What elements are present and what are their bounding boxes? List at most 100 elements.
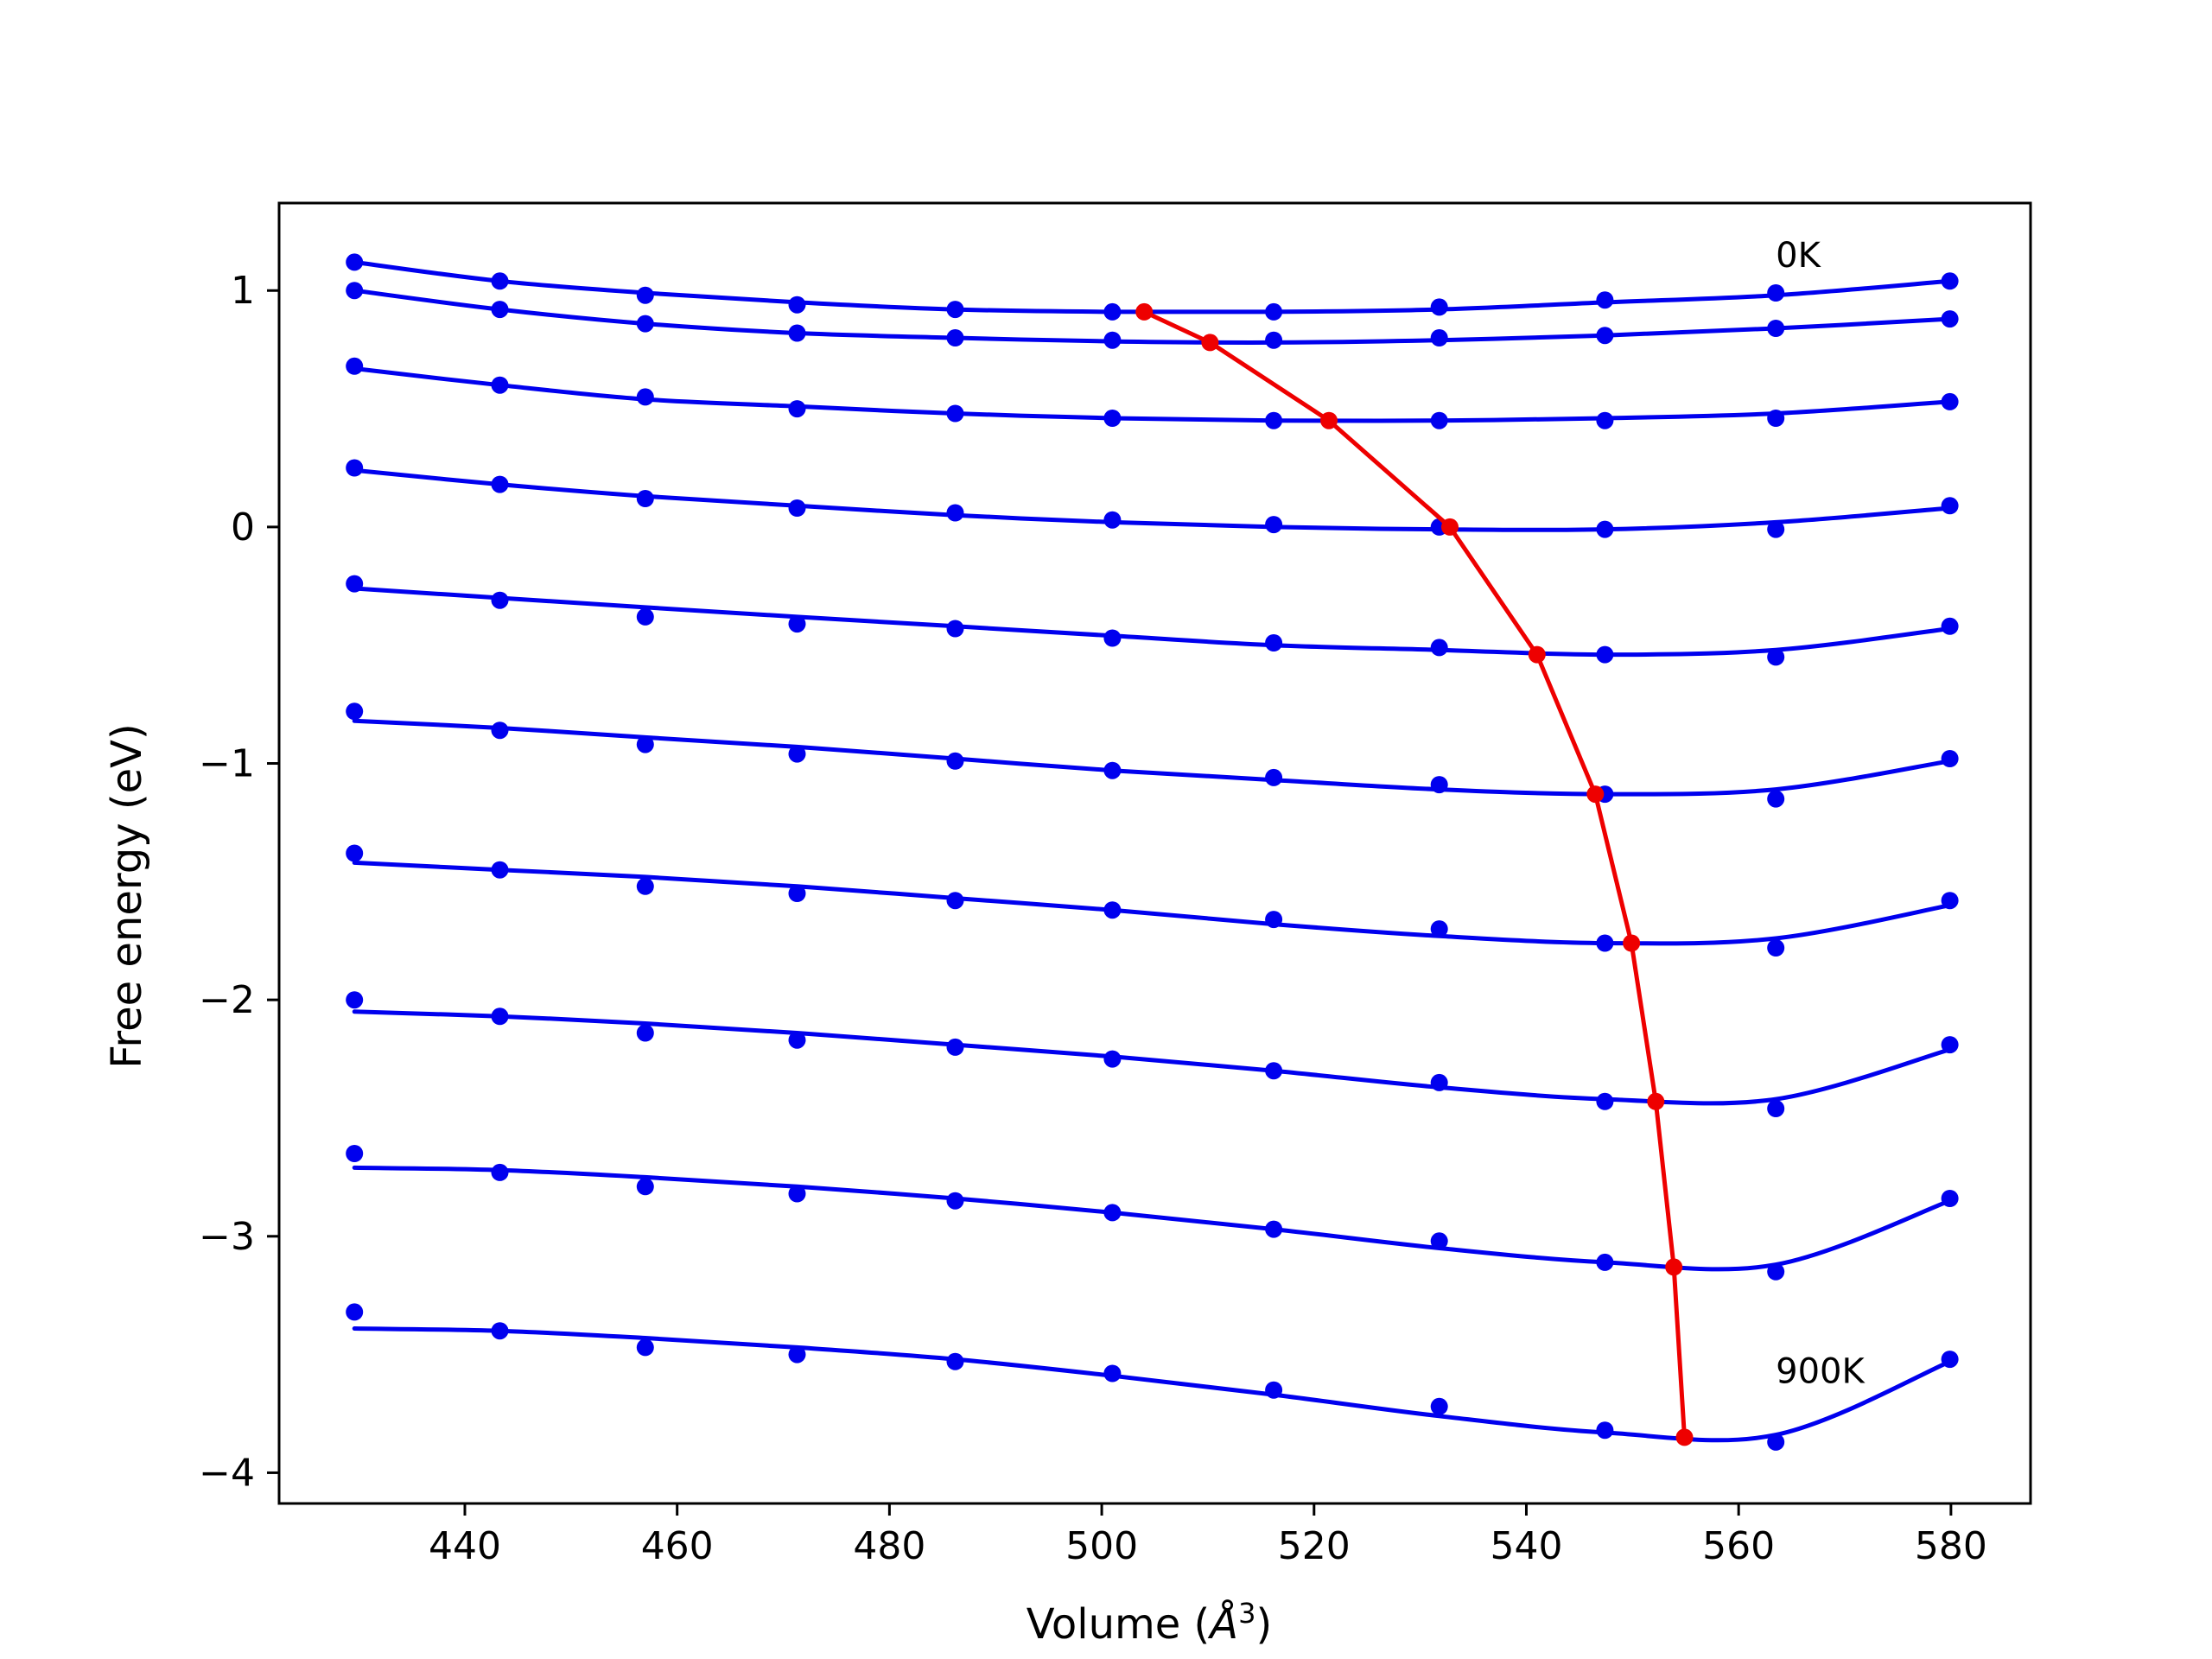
curve-annotations: 0K 900K: [1776, 236, 1866, 1392]
x-tick-label-560: 560: [1702, 1524, 1775, 1568]
data-point-3-9: [1767, 520, 1785, 538]
data-point-1-2: [636, 315, 654, 333]
data-point-0-1: [491, 272, 509, 290]
data-point-5-0: [346, 702, 364, 721]
data-point-2-4: [946, 404, 964, 423]
fit-curve-4: [352, 586, 1953, 658]
data-point-3-5: [1103, 511, 1122, 529]
minimum-point-1: [1201, 334, 1219, 352]
data-point-2-8: [1596, 411, 1614, 429]
data-point-3-10: [1941, 497, 1959, 515]
minimum-point-3: [1441, 518, 1459, 536]
data-point-8-2: [636, 1178, 654, 1196]
data-point-1-0: [346, 282, 364, 300]
data-point-8-3: [788, 1185, 806, 1203]
data-point-6-7: [1430, 920, 1448, 938]
data-point-6-6: [1265, 911, 1283, 929]
data-point-5-1: [491, 721, 509, 740]
data-point-4-7: [1430, 639, 1448, 657]
x-axis-title: Volume (Å3): [1027, 1597, 1272, 1649]
data-point-9-7: [1430, 1397, 1448, 1415]
data-point-2-7: [1430, 411, 1448, 429]
data-point-3-0: [346, 459, 364, 477]
data-point-8-8: [1596, 1253, 1614, 1271]
data-point-1-10: [1941, 310, 1959, 328]
data-point-3-1: [491, 475, 509, 493]
data-point-3-6: [1265, 516, 1283, 534]
data-point-9-3: [788, 1345, 806, 1363]
data-point-7-7: [1430, 1073, 1448, 1091]
data-point-2-0: [346, 357, 364, 375]
data-point-7-5: [1103, 1050, 1122, 1068]
data-point-7-6: [1265, 1062, 1283, 1080]
x-tick-label-520: 520: [1278, 1524, 1351, 1568]
data-point-0-4: [946, 301, 964, 319]
data-point-4-4: [946, 620, 964, 638]
data-point-8-10: [1941, 1190, 1959, 1207]
data-point-1-7: [1430, 329, 1448, 346]
data-point-4-1: [491, 591, 509, 609]
data-point-2-2: [636, 388, 654, 406]
data-point-1-3: [788, 324, 806, 342]
data-point-3-4: [946, 504, 964, 522]
data-point-0-2: [636, 286, 654, 304]
data-point-8-6: [1265, 1220, 1283, 1238]
data-point-5-6: [1265, 768, 1283, 786]
data-point-8-1: [491, 1163, 509, 1181]
y-tick-label-1: 0: [231, 505, 255, 550]
data-point-2-3: [788, 400, 806, 418]
data-point-7-8: [1596, 1092, 1614, 1110]
data-point-0-8: [1596, 291, 1614, 309]
data-point-6-1: [491, 861, 509, 879]
data-point-4-9: [1767, 648, 1785, 666]
data-point-4-8: [1596, 645, 1614, 664]
minimum-point-7: [1647, 1092, 1665, 1110]
minimum-point-2: [1320, 411, 1338, 429]
data-point-7-0: [346, 991, 364, 1009]
minimum-point-6: [1623, 934, 1641, 952]
data-point-9-5: [1103, 1364, 1122, 1382]
data-point-1-1: [491, 301, 509, 319]
x-tick-label-480: 480: [853, 1524, 925, 1568]
y-tick-label-2: −1: [199, 742, 255, 786]
data-point-0-5: [1103, 302, 1122, 321]
minimum-point-4: [1528, 645, 1546, 664]
data-point-7-4: [946, 1038, 964, 1056]
y-axis-ticks: 1 0 −1 −2 −3 −4: [199, 269, 279, 1495]
data-point-9-8: [1596, 1421, 1614, 1440]
data-point-0-6: [1265, 302, 1283, 321]
y-tick-label-0: 1: [231, 269, 255, 313]
data-point-1-9: [1767, 320, 1785, 337]
data-point-8-0: [346, 1145, 364, 1162]
data-point-8-4: [946, 1192, 964, 1210]
x-tick-label-460: 460: [641, 1524, 714, 1568]
minimum-point-5: [1586, 785, 1605, 804]
x-axis-ticks: 440 460 480 500 520 540 560 580: [429, 1503, 1987, 1568]
data-point-0-10: [1941, 272, 1959, 290]
y-tick-label-5: −4: [199, 1451, 255, 1495]
x-tick-label-440: 440: [429, 1524, 501, 1568]
data-point-9-1: [491, 1322, 509, 1340]
data-point-0-0: [346, 253, 364, 271]
data-point-7-3: [788, 1031, 806, 1049]
minimum-curve-layer: [1135, 302, 1694, 1446]
data-point-1-8: [1596, 327, 1614, 345]
y-axis-title: Free energy (eV): [103, 723, 151, 1068]
data-point-7-9: [1767, 1100, 1785, 1117]
data-point-5-2: [636, 735, 654, 753]
data-point-9-9: [1767, 1433, 1785, 1451]
minimum-curve: [1143, 309, 1687, 1438]
data-point-6-2: [636, 877, 654, 895]
data-point-1-5: [1103, 331, 1122, 349]
fit-curve-7: [352, 1009, 1953, 1106]
data-point-6-9: [1767, 939, 1785, 957]
data-point-5-9: [1767, 790, 1785, 808]
data-point-4-3: [788, 615, 806, 633]
data-point-5-4: [946, 752, 964, 770]
minimum-point-0: [1135, 302, 1154, 321]
data-point-2-10: [1941, 392, 1959, 410]
plot-frame: [277, 201, 2032, 1505]
data-point-6-4: [946, 892, 964, 910]
data-point-6-10: [1941, 892, 1959, 910]
